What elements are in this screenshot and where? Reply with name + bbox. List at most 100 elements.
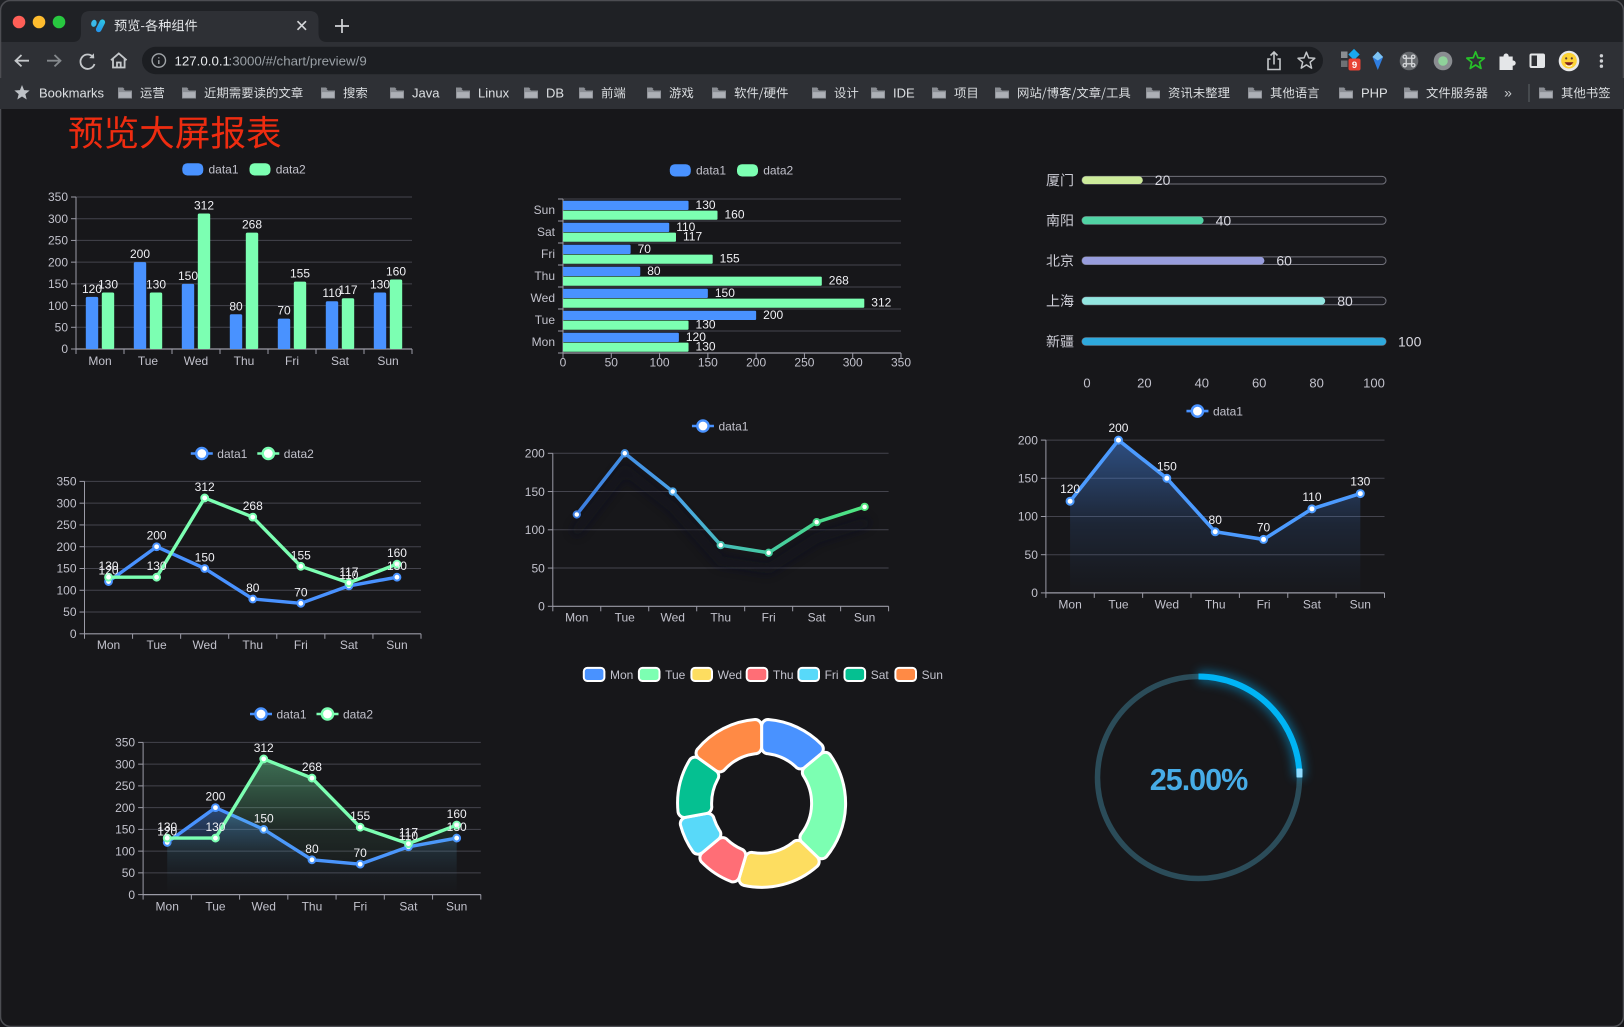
svg-text:100: 100 — [56, 583, 76, 597]
svg-text:110: 110 — [399, 829, 418, 843]
svg-text:Tue: Tue — [535, 313, 556, 327]
svg-text:Wed: Wed — [184, 354, 208, 368]
svg-text:Sun: Sun — [446, 900, 467, 914]
svg-text:20: 20 — [1137, 376, 1151, 391]
svg-text::3000/#/chart/preview/9: :3000/#/chart/preview/9 — [229, 53, 367, 68]
svg-text:100: 100 — [1018, 510, 1038, 524]
svg-text:268: 268 — [829, 274, 849, 288]
svg-text:130: 130 — [387, 559, 407, 573]
svg-text:Fri: Fri — [541, 247, 555, 261]
svg-text:Wed: Wed — [660, 611, 684, 625]
svg-text:50: 50 — [605, 356, 619, 370]
svg-text:300: 300 — [115, 757, 135, 771]
svg-text:130: 130 — [696, 198, 716, 212]
svg-text:200: 200 — [48, 255, 68, 269]
svg-text:110: 110 — [339, 568, 358, 582]
svg-text:Mon: Mon — [1058, 598, 1081, 612]
svg-text:160: 160 — [386, 265, 406, 279]
svg-text:Sun: Sun — [922, 668, 943, 682]
svg-text:117: 117 — [338, 283, 357, 297]
svg-text:268: 268 — [243, 499, 263, 513]
svg-text:0: 0 — [1083, 376, 1090, 391]
svg-text:150: 150 — [178, 269, 198, 283]
svg-text:Mon: Mon — [97, 638, 120, 652]
svg-text:Thu: Thu — [1205, 598, 1226, 612]
svg-text:155: 155 — [290, 267, 310, 281]
svg-text:40: 40 — [1195, 376, 1209, 391]
svg-text:Linux: Linux — [478, 86, 510, 101]
svg-text:300: 300 — [843, 356, 863, 370]
svg-text:150: 150 — [1018, 472, 1038, 486]
svg-text:50: 50 — [122, 866, 136, 880]
svg-text:Fri: Fri — [285, 354, 299, 368]
svg-text:0: 0 — [560, 356, 567, 370]
svg-text:110: 110 — [1302, 490, 1321, 504]
svg-text:Tue: Tue — [665, 668, 686, 682]
svg-text:120: 120 — [99, 564, 119, 578]
svg-text:50: 50 — [55, 320, 69, 334]
svg-text:160: 160 — [725, 208, 745, 222]
svg-text:200: 200 — [115, 801, 135, 815]
svg-text:150: 150 — [48, 277, 68, 291]
svg-text:data1: data1 — [1213, 404, 1243, 418]
svg-text:Bookmarks: Bookmarks — [39, 86, 105, 101]
svg-text:312: 312 — [195, 480, 215, 494]
svg-text:130: 130 — [205, 820, 225, 834]
svg-text:Sat: Sat — [808, 611, 827, 625]
svg-text:data1: data1 — [718, 419, 748, 433]
svg-text:150: 150 — [115, 823, 135, 837]
svg-text:80: 80 — [305, 842, 319, 856]
svg-text:Tue: Tue — [138, 354, 159, 368]
svg-text:130: 130 — [447, 820, 467, 834]
svg-text:40: 40 — [1216, 212, 1232, 228]
svg-text:120: 120 — [157, 824, 177, 838]
svg-text:Thu: Thu — [234, 354, 255, 368]
svg-text:0: 0 — [70, 627, 77, 641]
svg-text:data1: data1 — [277, 707, 307, 721]
svg-text:312: 312 — [194, 199, 214, 213]
svg-text:60: 60 — [1252, 376, 1266, 391]
svg-text:130: 130 — [146, 278, 166, 292]
svg-text:350: 350 — [891, 356, 911, 370]
svg-text:250: 250 — [115, 779, 135, 793]
svg-text:130: 130 — [99, 559, 119, 573]
svg-text:Java: Java — [412, 86, 440, 101]
svg-text:DB: DB — [546, 86, 564, 101]
svg-text:70: 70 — [1257, 520, 1271, 534]
svg-text:250: 250 — [48, 234, 68, 248]
svg-text:data2: data2 — [763, 163, 793, 177]
svg-text:80: 80 — [1209, 513, 1223, 527]
svg-text:100: 100 — [650, 356, 670, 370]
svg-text:Sun: Sun — [854, 611, 875, 625]
svg-text:70: 70 — [294, 585, 308, 599]
svg-text:Fri: Fri — [353, 900, 367, 914]
svg-text:Thu: Thu — [710, 611, 731, 625]
svg-text:200: 200 — [525, 447, 545, 461]
svg-text:Wed: Wed — [251, 900, 275, 914]
svg-text:130: 130 — [696, 318, 716, 332]
svg-text:110: 110 — [676, 220, 695, 234]
svg-text:70: 70 — [354, 846, 368, 860]
svg-text:Thu: Thu — [242, 638, 263, 652]
svg-text:Wed: Wed — [192, 638, 216, 652]
svg-text:200: 200 — [1108, 421, 1128, 435]
svg-text:110: 110 — [322, 286, 341, 300]
svg-text:80: 80 — [229, 299, 243, 313]
svg-text:Thu: Thu — [534, 269, 555, 283]
svg-text:0: 0 — [538, 600, 545, 614]
svg-text:350: 350 — [115, 736, 135, 750]
svg-text:data2: data2 — [284, 447, 314, 461]
svg-text:Fri: Fri — [762, 611, 776, 625]
svg-text:Thu: Thu — [302, 900, 323, 914]
svg-text:Thu: Thu — [773, 668, 794, 682]
svg-text:Sun: Sun — [534, 203, 555, 217]
svg-text:160: 160 — [387, 546, 407, 560]
svg-text:Wed: Wed — [1155, 598, 1179, 612]
svg-text:80: 80 — [647, 264, 661, 278]
svg-text:268: 268 — [242, 218, 262, 232]
svg-text:130: 130 — [1350, 475, 1370, 489]
svg-text:0: 0 — [1031, 586, 1038, 600]
svg-text:127.0.0.1: 127.0.0.1 — [175, 53, 230, 68]
svg-text:25.00%: 25.00% — [1150, 763, 1248, 797]
svg-text:150: 150 — [1157, 459, 1177, 473]
